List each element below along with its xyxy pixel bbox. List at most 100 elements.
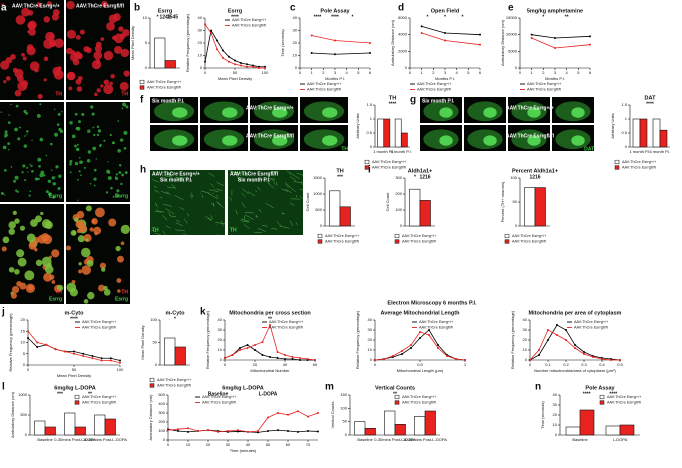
legend-label: AAV:ThCre Esrrgfl/fl — [147, 86, 181, 90]
fiber — [285, 182, 292, 189]
y-tick-label: 10 — [143, 15, 148, 20]
point — [383, 358, 385, 360]
y-tick-label: 0 — [145, 65, 148, 70]
cell — [27, 171, 29, 173]
point — [276, 351, 279, 353]
cell — [98, 284, 105, 292]
legend-label: AAV:ThCre Esrrgfl/fl — [417, 88, 451, 92]
point — [100, 357, 103, 360]
fiber — [200, 190, 210, 194]
fiber — [289, 220, 293, 227]
cell — [17, 257, 27, 267]
point — [565, 339, 567, 341]
cell — [43, 272, 53, 282]
y-tick-label: 30 — [368, 327, 373, 332]
cell — [106, 21, 115, 31]
y-tick-label: 0 — [515, 65, 518, 70]
cell — [27, 22, 36, 31]
fiber — [165, 208, 175, 215]
cell — [15, 189, 18, 192]
cell — [69, 159, 73, 164]
fiber — [162, 230, 166, 235]
point — [261, 354, 264, 356]
x-tick-label: 5 — [467, 70, 470, 75]
legend-label: AAV:ThCre Esrrgfl/fl — [82, 326, 116, 330]
fiber — [153, 186, 158, 188]
panel-letter: d — [398, 3, 404, 14]
y-tick-label: 0 — [23, 362, 26, 367]
y-tick-label: 5 — [23, 351, 26, 356]
cell — [16, 249, 25, 258]
fiber — [217, 234, 219, 236]
cell — [28, 28, 36, 36]
cell — [108, 218, 117, 227]
cell — [3, 168, 7, 172]
fiber — [257, 186, 261, 191]
fiber — [271, 170, 279, 173]
cell — [30, 164, 33, 168]
fiber — [167, 186, 176, 189]
cell — [121, 173, 124, 177]
cell — [52, 195, 56, 199]
point — [317, 430, 319, 433]
cell — [61, 110, 63, 113]
panel-letter: f — [140, 95, 144, 106]
cell — [57, 112, 61, 116]
tissue — [172, 107, 188, 118]
bar — [34, 420, 46, 436]
fiber — [155, 209, 162, 214]
cell — [92, 146, 97, 151]
cell — [78, 262, 82, 266]
cell — [75, 126, 79, 131]
cell — [37, 93, 43, 100]
point — [589, 35, 591, 38]
panel-letter: j — [1, 307, 5, 318]
legend-swatch — [139, 79, 145, 85]
cell — [119, 33, 126, 40]
fiber — [190, 194, 193, 199]
cell — [101, 267, 106, 272]
legend-swatch — [394, 239, 400, 244]
bar — [354, 421, 366, 436]
point — [247, 430, 249, 433]
y-tick-label: 0 — [220, 357, 223, 362]
y-tick-label: 1000 — [18, 392, 28, 397]
y-tick-label: 0 — [625, 144, 628, 149]
point — [299, 357, 301, 359]
image-label: TH — [55, 289, 62, 295]
image-label: TH — [152, 227, 159, 233]
legend-label: AAV:ThCre Esrrg+/+ — [269, 320, 304, 324]
panel-letter: m — [325, 382, 334, 393]
tissue — [172, 135, 188, 146]
y-tick-label: 5000 — [508, 48, 518, 53]
y-axis-label: Arbitrary Units — [355, 113, 360, 138]
x-tick-label: 50 — [266, 442, 271, 447]
fiber — [183, 218, 188, 224]
annotation: * — [157, 14, 159, 20]
point — [36, 346, 39, 348]
y-tick-label: 1.5 — [366, 102, 372, 107]
x-tick-label: 1 month P.I. — [373, 149, 394, 154]
cell — [89, 227, 94, 232]
tissue — [571, 107, 585, 118]
x-tick-label: 70 — [306, 442, 311, 447]
tissue — [527, 135, 541, 146]
x-tick-label: 50 — [233, 70, 238, 75]
cell — [56, 123, 60, 126]
cell — [93, 168, 97, 172]
y-tick-label: 40 — [553, 392, 558, 397]
cell — [116, 189, 120, 193]
y-tick-label: 0 — [295, 65, 298, 70]
tissue — [527, 107, 541, 118]
chart-title: Esrrg — [158, 8, 172, 14]
point — [267, 430, 269, 432]
cell — [118, 164, 122, 167]
annotation: **** — [389, 101, 397, 107]
panel-letter: c — [290, 3, 296, 14]
panel-letter: n — [535, 382, 541, 393]
cell — [109, 81, 113, 86]
point — [419, 331, 421, 333]
cell — [21, 171, 24, 174]
point — [197, 430, 199, 432]
cell — [93, 51, 103, 60]
